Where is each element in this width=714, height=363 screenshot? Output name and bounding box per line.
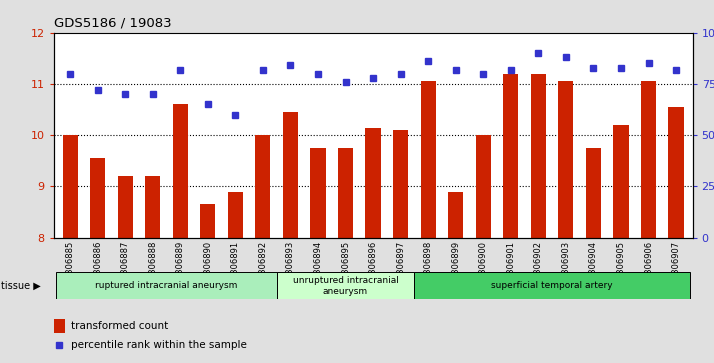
Text: tissue ▶: tissue ▶ (1, 281, 41, 291)
Bar (613, 125, 628, 363)
Bar (256, 135, 271, 363)
Bar (531, 74, 546, 363)
Bar (393, 130, 408, 363)
Bar (668, 107, 683, 363)
Bar (338, 148, 353, 363)
Bar (586, 148, 601, 363)
Bar (311, 148, 326, 363)
Bar (366, 127, 381, 363)
Bar (276, 272, 414, 299)
Bar (448, 192, 463, 363)
Bar (476, 135, 491, 363)
Bar (503, 74, 518, 363)
Bar (90, 158, 105, 363)
Bar (228, 192, 243, 363)
Bar (414, 272, 690, 299)
Bar (200, 204, 216, 363)
Bar (641, 81, 656, 363)
Text: percentile rank within the sample: percentile rank within the sample (71, 340, 247, 350)
Text: ruptured intracranial aneurysm: ruptured intracranial aneurysm (95, 281, 238, 290)
Bar (56, 272, 276, 299)
Bar (145, 176, 160, 363)
Text: unruptured intracranial
aneurysm: unruptured intracranial aneurysm (293, 276, 398, 295)
Text: GDS5186 / 19083: GDS5186 / 19083 (54, 16, 171, 29)
Bar (54, 319, 65, 333)
Bar (63, 135, 78, 363)
Bar (558, 81, 573, 363)
Bar (421, 81, 436, 363)
Text: transformed count: transformed count (71, 321, 169, 331)
Text: superficial temporal artery: superficial temporal artery (491, 281, 613, 290)
Bar (118, 176, 133, 363)
Bar (173, 105, 188, 363)
Bar (283, 112, 298, 363)
